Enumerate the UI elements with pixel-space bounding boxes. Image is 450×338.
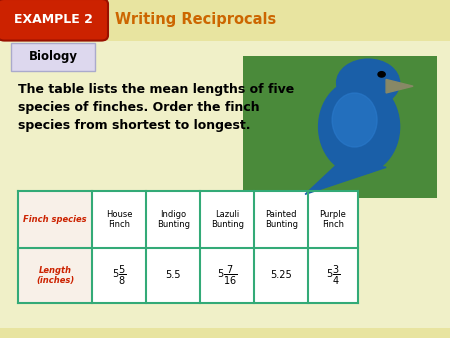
Text: Indigo
Bunting: Indigo Bunting (157, 210, 190, 230)
Text: Biology: Biology (29, 50, 77, 63)
FancyBboxPatch shape (243, 56, 436, 198)
Text: Lazuli
Bunting: Lazuli Bunting (211, 210, 244, 230)
FancyBboxPatch shape (11, 43, 94, 71)
Text: Purple
Finch: Purple Finch (320, 210, 346, 230)
Text: $5\dfrac{5}{8}$: $5\dfrac{5}{8}$ (112, 264, 126, 287)
Circle shape (337, 59, 400, 106)
Text: Painted
Bunting: Painted Bunting (265, 210, 298, 230)
Text: $5\dfrac{7}{16}$: $5\dfrac{7}{16}$ (217, 264, 238, 287)
FancyBboxPatch shape (18, 191, 92, 303)
Text: House
Finch: House Finch (106, 210, 132, 230)
Text: 5.5: 5.5 (166, 270, 181, 281)
Text: Length
(inches): Length (inches) (36, 266, 74, 285)
FancyBboxPatch shape (92, 191, 358, 303)
Text: The table lists the mean lengths of five
species of finches. Order the finch
spe: The table lists the mean lengths of five… (18, 83, 294, 132)
Ellipse shape (332, 93, 377, 147)
Circle shape (378, 72, 385, 77)
Text: Writing Reciprocals: Writing Reciprocals (115, 12, 276, 27)
FancyBboxPatch shape (0, 0, 450, 41)
Polygon shape (305, 161, 386, 194)
Text: 5.25: 5.25 (270, 270, 292, 281)
Text: $5\dfrac{3}{4}$: $5\dfrac{3}{4}$ (326, 264, 340, 287)
FancyBboxPatch shape (0, 328, 450, 338)
Text: Finch species: Finch species (23, 215, 87, 224)
Ellipse shape (319, 79, 400, 174)
Polygon shape (386, 79, 413, 93)
FancyBboxPatch shape (0, 0, 108, 41)
Text: EXAMPLE 2: EXAMPLE 2 (14, 13, 93, 26)
